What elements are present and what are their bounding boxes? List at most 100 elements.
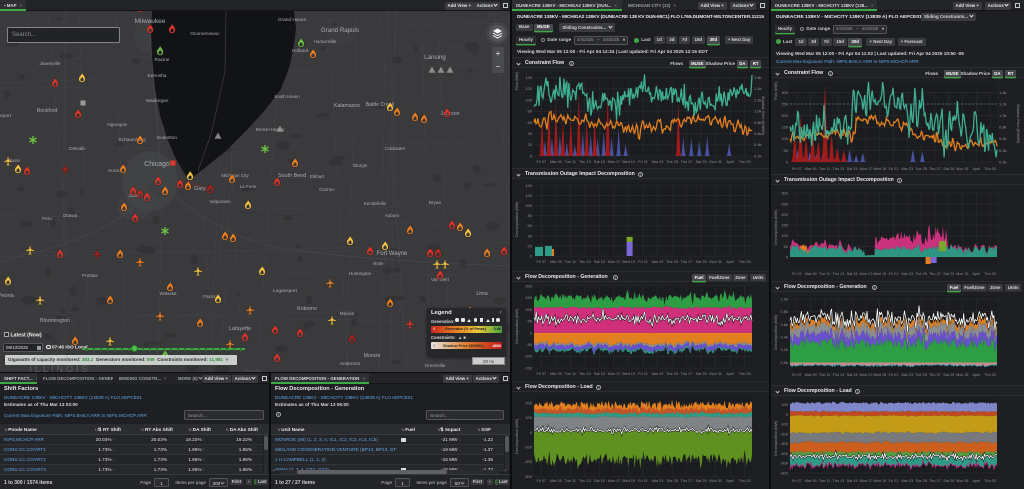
svg-text:Tue 25: Tue 25 (915, 373, 927, 377)
svg-text:Grand Rapids: Grand Rapids (321, 27, 359, 34)
svg-text:Watseka: Watseka (160, 291, 177, 296)
svg-text:Sat 15: Sat 15 (847, 272, 858, 276)
svg-text:-400: -400 (780, 451, 789, 456)
svg-text:-600: -600 (780, 471, 789, 476)
svg-text:140: 140 (525, 183, 532, 188)
svg-text:South Bend: South Bend (278, 173, 306, 179)
svg-text:April: April (972, 272, 980, 276)
svg-text:Huntington: Huntington (349, 271, 372, 276)
svg-text:-500: -500 (780, 461, 789, 466)
svg-text:Kalamazoo: Kalamazoo (334, 103, 360, 109)
svg-text:20: 20 (528, 243, 533, 248)
svg-text:Thu 27: Thu 27 (929, 272, 941, 276)
svg-text:-100: -100 (524, 354, 533, 359)
svg-text:Tue 25: Tue 25 (666, 372, 678, 376)
svg-text:Mar 09: Mar 09 (550, 260, 562, 264)
svg-text:Tue 25: Tue 25 (666, 260, 678, 264)
svg-text:Gary: Gary (194, 186, 206, 192)
svg-text:Mar 23: Mar 23 (652, 160, 664, 164)
svg-text:Sat 29: Sat 29 (943, 272, 954, 276)
svg-text:Milwaukee: Milwaukee (135, 18, 166, 25)
svg-text:Sat 29: Sat 29 (943, 167, 954, 171)
svg-text:Janesville: Janesville (39, 61, 60, 67)
svg-text:Mon 31: Mon 31 (709, 372, 722, 376)
svg-text:Tue 25: Tue 25 (666, 479, 678, 483)
svg-text:Tue 25: Tue 25 (915, 479, 927, 483)
svg-text:-200: -200 (524, 459, 533, 464)
svg-text:Tue 11: Tue 11 (819, 167, 830, 171)
svg-text:April: April (726, 260, 734, 264)
svg-text:Mar 23: Mar 23 (652, 260, 664, 264)
svg-text:Fri 21: Fri 21 (638, 260, 648, 264)
svg-text:1.2k: 1.2k (754, 97, 762, 102)
svg-text:Fri 07: Fri 07 (792, 167, 802, 171)
svg-text:Goshen: Goshen (319, 187, 335, 192)
svg-text:1.6k: 1.6k (754, 75, 762, 80)
svg-text:Kendallville: Kendallville (364, 201, 387, 206)
svg-text:Oconomowoc: Oconomowoc (190, 31, 220, 37)
svg-text:60: 60 (528, 120, 533, 125)
svg-text:Thu 13: Thu 13 (832, 272, 844, 276)
svg-text:200: 200 (781, 113, 788, 118)
svg-text:Muncie: Muncie (364, 353, 381, 359)
svg-text:Ottawa: Ottawa (63, 213, 78, 218)
svg-text:Thu 03: Thu 03 (739, 479, 751, 483)
svg-text:Mar 09: Mar 09 (550, 372, 562, 376)
svg-text:100: 100 (525, 307, 532, 312)
svg-text:0.8k: 0.8k (780, 309, 788, 314)
svg-text:100: 100 (781, 136, 788, 141)
svg-text:Fri 07: Fri 07 (792, 272, 802, 276)
svg-text:150: 150 (781, 125, 788, 130)
svg-text:April: April (726, 372, 734, 376)
svg-text:Thu 13: Thu 13 (832, 479, 844, 483)
svg-text:Thu 27: Thu 27 (929, 373, 941, 377)
svg-text:40: 40 (528, 131, 533, 136)
svg-text:0.2k: 0.2k (780, 347, 788, 352)
svg-text:Auburn: Auburn (385, 213, 400, 218)
svg-text:0: 0 (786, 159, 789, 164)
svg-text:Racine: Racine (155, 57, 170, 63)
svg-text:Thu 27: Thu 27 (929, 167, 941, 171)
svg-text:Marion: Marion (340, 311, 355, 317)
svg-text:Peru: Peru (42, 216, 52, 221)
svg-text:Fri 07: Fri 07 (536, 160, 546, 164)
svg-text:Mon 17: Mon 17 (860, 479, 873, 483)
svg-text:Tue 11: Tue 11 (819, 272, 830, 276)
svg-text:0: 0 (786, 412, 789, 417)
svg-text:Mon 17: Mon 17 (608, 479, 621, 483)
svg-text:Joliet: Joliet (128, 193, 140, 199)
svg-text:1.0k: 1.0k (780, 297, 788, 302)
svg-text:Thu 27: Thu 27 (929, 479, 941, 483)
svg-text:Waukegan: Waukegan (146, 98, 169, 104)
svg-text:Mar 23: Mar 23 (901, 373, 913, 377)
svg-text:Mar 23: Mar 23 (901, 167, 913, 171)
svg-text:Wed 19: Wed 19 (873, 272, 886, 276)
svg-text:Wed 19: Wed 19 (622, 160, 635, 164)
svg-text:Sat 15: Sat 15 (847, 373, 858, 377)
svg-text:0.4k: 0.4k (754, 142, 762, 147)
svg-text:Kenosha: Kenosha (148, 73, 167, 79)
svg-text:Mon 17: Mon 17 (608, 260, 621, 264)
svg-text:Mar 23: Mar 23 (901, 272, 913, 276)
svg-text:1.2k: 1.2k (999, 101, 1007, 106)
svg-text:Mon 31: Mon 31 (709, 260, 722, 264)
svg-text:1.4k: 1.4k (754, 86, 762, 91)
svg-text:Mar 23: Mar 23 (652, 372, 664, 376)
svg-text:Thu 03: Thu 03 (739, 260, 751, 264)
svg-text:Sat 15: Sat 15 (594, 260, 605, 264)
svg-text:Sat 15: Sat 15 (594, 479, 605, 483)
svg-text:100: 100 (781, 233, 788, 238)
svg-text:Thu 13: Thu 13 (579, 372, 591, 376)
svg-text:Wed 19: Wed 19 (873, 167, 886, 171)
svg-text:Thu 03: Thu 03 (739, 372, 751, 376)
svg-text:Thu 13: Thu 13 (579, 260, 591, 264)
svg-text:Mon 17: Mon 17 (860, 167, 873, 171)
svg-text:0.0k: 0.0k (780, 360, 788, 365)
svg-text:Algonquin: Algonquin (107, 122, 128, 127)
svg-text:Mar 09: Mar 09 (805, 272, 817, 276)
svg-text:DeKalb: DeKalb (69, 146, 85, 152)
svg-text:April: April (726, 160, 734, 164)
svg-text:Lansing: Lansing (424, 54, 446, 61)
svg-text:Sat 15: Sat 15 (594, 372, 605, 376)
svg-text:Thu 03: Thu 03 (739, 160, 751, 164)
